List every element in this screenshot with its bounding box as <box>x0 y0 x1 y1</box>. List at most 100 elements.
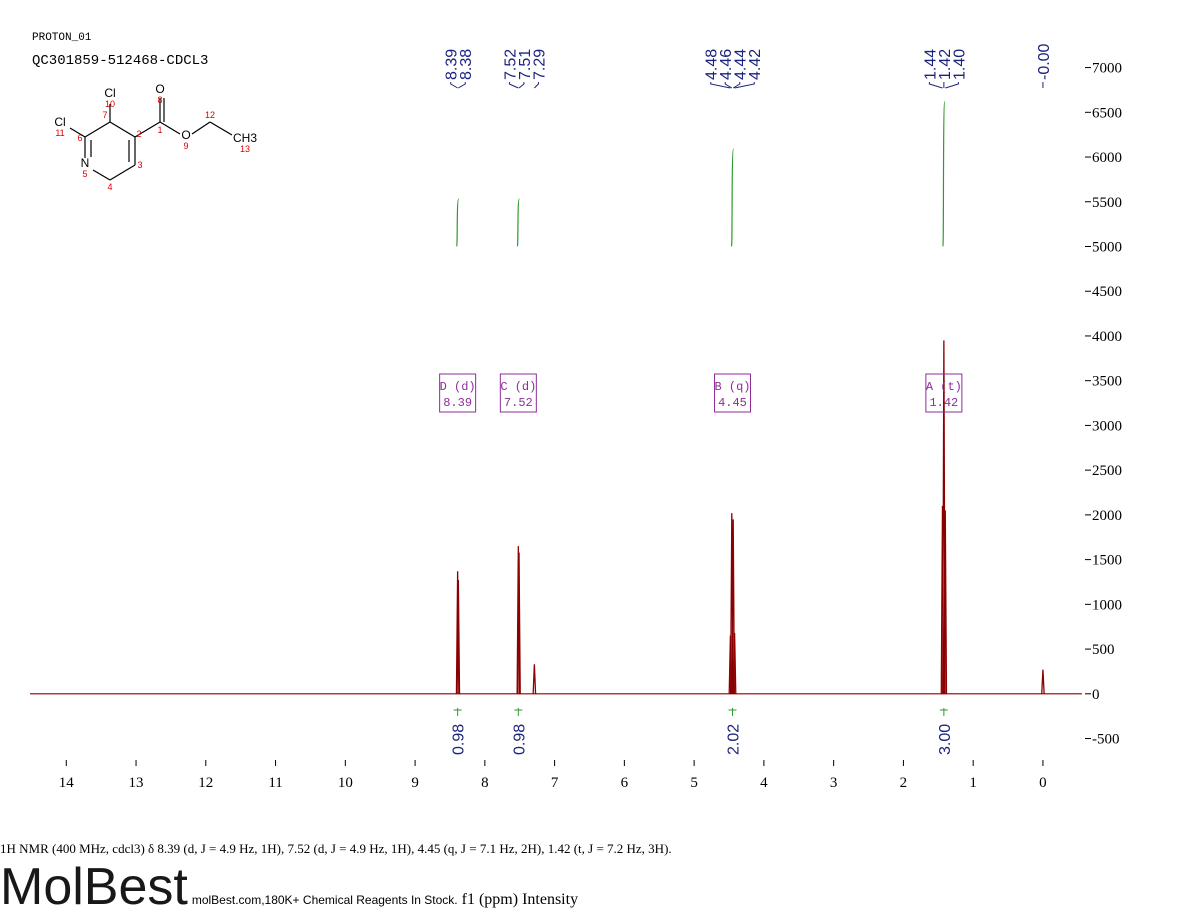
multiplet-name: A (t) <box>926 380 962 394</box>
peak <box>532 664 537 694</box>
peak-leader <box>458 82 466 89</box>
x-tick-label: 2 <box>900 775 908 791</box>
atom-symbol: CH3 <box>233 131 257 145</box>
y-tick-label: 5000 <box>1092 239 1122 255</box>
integral-bracket <box>728 708 737 716</box>
y-tick-label: 500 <box>1092 642 1115 658</box>
peak-label: 4.42 <box>747 49 764 80</box>
y-tick-label: 1500 <box>1092 553 1122 569</box>
y-tick-label: 3000 <box>1092 418 1122 434</box>
atom-number: 10 <box>105 99 115 109</box>
y-tick-label: 4000 <box>1092 329 1122 345</box>
atom-number: 13 <box>240 144 250 154</box>
peak-label: 7.51 <box>517 49 534 80</box>
peak <box>943 510 948 694</box>
integral-label: 2.02 <box>725 724 742 755</box>
peak-leader <box>945 82 959 89</box>
y-axis-label: Intensity <box>522 891 579 908</box>
multiplet-box <box>713 373 751 413</box>
watermark-brand: MolBest <box>0 858 188 916</box>
multiplet-shift: 8.39 <box>443 396 472 410</box>
peak <box>1041 669 1045 694</box>
y-tick-label: 2000 <box>1092 508 1122 524</box>
header-title: PROTON_01 <box>32 32 92 44</box>
integral-curve <box>730 148 735 248</box>
peak <box>456 580 461 694</box>
atom-number: 3 <box>137 160 142 170</box>
atom-symbol: N <box>81 156 90 170</box>
peak-leader <box>732 82 741 89</box>
x-tick-label: 8 <box>481 775 489 791</box>
y-tick-label: 6500 <box>1092 105 1122 121</box>
atom-number: 11 <box>55 128 64 138</box>
peak <box>517 552 521 694</box>
peak-label: 4.48 <box>704 49 721 80</box>
atom-number: 5 <box>82 169 87 179</box>
atom-number: 9 <box>183 141 188 151</box>
x-tick-label: 5 <box>690 775 698 791</box>
multiplet-name: C (d) <box>500 380 536 394</box>
x-tick-label: 10 <box>338 775 353 791</box>
y-tick-label: 5500 <box>1092 195 1122 211</box>
peak-label: -0.00 <box>1036 43 1053 80</box>
molecule <box>69 98 233 181</box>
peak-leader <box>928 82 943 89</box>
x-tick-label: 9 <box>411 775 419 791</box>
peak-leader <box>518 82 525 89</box>
x-tick-label: 0 <box>1039 775 1047 791</box>
chart: PROTON_01 QC301859-512468-CDCL3 Cl10Cl11… <box>30 32 1122 791</box>
peak-label: 1.44 <box>922 49 939 80</box>
multiplet-shift: 1.42 <box>929 396 958 410</box>
integral-curve <box>942 100 946 248</box>
x-tick-label: 7 <box>551 775 559 791</box>
x-tick-label: 11 <box>268 775 282 791</box>
x-tick-label: 1 <box>969 775 977 791</box>
integral-label: 0.98 <box>451 724 468 755</box>
integral-bracket <box>453 708 462 716</box>
atom-number: 4 <box>107 182 112 192</box>
peak-leader <box>724 82 733 89</box>
atom-symbol: Cl <box>54 115 65 129</box>
peak-label: 4.46 <box>718 49 735 80</box>
x-tick-label: 3 <box>830 775 838 791</box>
integral-curve <box>516 198 520 248</box>
y-tick-label: 2500 <box>1092 463 1122 479</box>
multiplet-box <box>925 373 963 413</box>
peak <box>455 571 460 694</box>
nmr-description: 1H NMR (400 MHz, cdcl3) δ 8.39 (d, J = 4… <box>0 841 672 856</box>
peak-label: 4.44 <box>733 49 750 80</box>
multiplet-box <box>439 373 477 413</box>
atom-number: 8 <box>157 95 162 105</box>
peak-label: 1.40 <box>951 49 968 80</box>
peak <box>516 546 521 694</box>
x-tick-label: 4 <box>760 775 768 791</box>
y-tick-label: 0 <box>1092 687 1100 703</box>
x-tick-label: 13 <box>129 775 144 791</box>
multiplet-box <box>499 373 537 413</box>
multiplet-name: D (d) <box>440 380 476 394</box>
peak-label: 8.38 <box>458 49 475 80</box>
peak <box>732 632 737 694</box>
y-tick-label: 4500 <box>1092 284 1122 300</box>
y-tick-label: -500 <box>1092 732 1120 748</box>
atom-number: 1 <box>157 125 162 135</box>
sample-id: QC301859-512468-CDCL3 <box>32 53 208 69</box>
peak-label: 7.52 <box>502 49 519 80</box>
atom-symbol: O <box>155 82 164 96</box>
integral-bracket <box>939 708 948 716</box>
peak-leader <box>710 82 731 89</box>
integral-curve <box>456 198 460 248</box>
y-tick-label: 6000 <box>1092 150 1122 166</box>
atom-number: 7 <box>102 110 107 120</box>
y-tick-label: 3500 <box>1092 374 1122 390</box>
watermark-tagline: molBest.com,180K+ Chemical Reagents In S… <box>191 893 458 907</box>
atom-number: 6 <box>77 133 82 143</box>
x-axis-label: f1 (ppm) <box>461 891 519 908</box>
x-tick-label: 14 <box>59 775 75 791</box>
peak-label: 1.42 <box>937 49 954 80</box>
atom-symbol: Cl <box>104 86 115 100</box>
x-tick-label: 6 <box>621 775 629 791</box>
integral-label: 3.00 <box>937 724 954 755</box>
multiplet-shift: 7.52 <box>504 396 533 410</box>
x-tick-label: 12 <box>198 775 213 791</box>
